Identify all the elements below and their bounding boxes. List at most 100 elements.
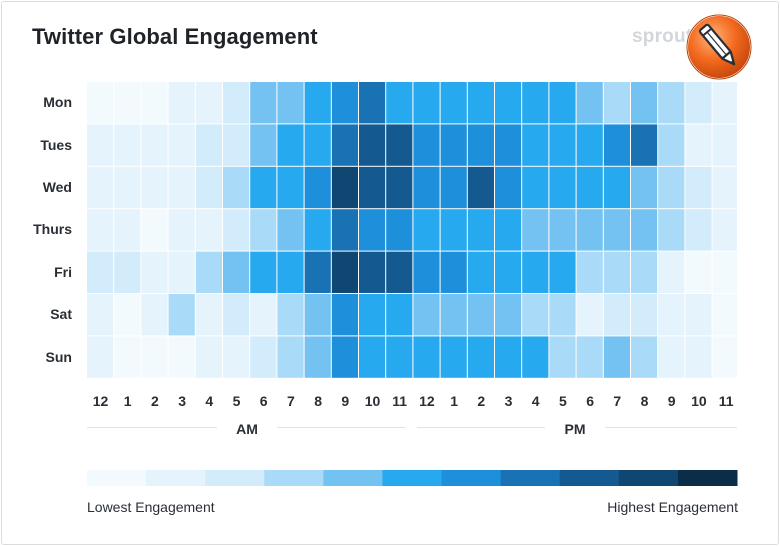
heatmap-cell-thurs-0: [87, 209, 114, 251]
row-label-wed: Wed: [42, 179, 72, 195]
brand-logo-text: sprout: [632, 26, 693, 47]
legend-swatch-3: [264, 470, 324, 486]
heatmap-cell-fri-5: [223, 251, 250, 293]
heatmap-cell-sun-3: [168, 336, 195, 378]
heatmap-cell-sun-7: [277, 336, 304, 378]
am-label: AM: [217, 421, 277, 437]
heatmap-cell-mon-15: [495, 82, 522, 124]
heatmap-cell-sat-4: [195, 294, 222, 336]
heatmap-cell-wed-21: [658, 166, 685, 209]
heatmap-cell-mon-17: [549, 82, 576, 124]
heatmap-cell-sat-1: [114, 294, 141, 336]
heatmap-cell-sun-1: [114, 336, 141, 378]
legend-swatch-5: [382, 470, 443, 486]
heatmap-cell-sun-5: [223, 336, 250, 378]
heatmap-cell-wed-1: [114, 166, 141, 209]
heatmap-cell-sat-22: [685, 294, 712, 336]
row-label-mon: Mon: [43, 94, 72, 111]
pencil-edit-icon[interactable]: [684, 12, 754, 82]
heatmap-cell-thurs-21: [658, 209, 685, 251]
heatmap-cell-sat-20: [631, 294, 658, 336]
heatmap-cell-tues-2: [141, 124, 168, 166]
column-label-20: 8: [640, 393, 649, 409]
heatmap-cell-thurs-16: [522, 209, 549, 251]
heatmap-cell-sat-16: [522, 294, 549, 336]
row-label-fri: Fri: [54, 263, 72, 280]
row-label-thurs: Thurs: [33, 221, 72, 238]
pm-label: PM: [545, 421, 605, 437]
heatmap-cell-sun-14: [467, 336, 494, 378]
heatmap-cell-mon-11: [386, 82, 413, 124]
heatmap-cell-mon-1: [114, 82, 141, 124]
column-label-4: 4: [205, 393, 214, 409]
heatmap-cell-wed-13: [440, 166, 467, 209]
heatmap-cell-tues-14: [467, 124, 494, 166]
heatmap-cell-thurs-13: [440, 209, 467, 251]
heatmap-cell-mon-8: [304, 82, 331, 124]
heatmap-cell-sun-16: [522, 336, 549, 378]
heatmap-cell-fri-23: [712, 251, 737, 293]
heatmap-cell-sat-0: [87, 294, 114, 336]
heatmap-cell-tues-20: [631, 124, 658, 166]
heatmap-cell-sun-6: [250, 336, 277, 378]
heatmap-cell-thurs-11: [386, 209, 413, 251]
heatmap-cell-sat-18: [576, 294, 603, 336]
heatmap-cell-sun-0: [87, 336, 114, 378]
heatmap-cell-thurs-9: [331, 209, 358, 251]
heatmap-cell-sat-2: [141, 294, 168, 336]
heatmap-cell-mon-20: [631, 82, 658, 124]
heatmap-cell-sat-10: [359, 294, 386, 336]
heatmap-cell-sat-8: [304, 294, 331, 336]
column-label-14: 2: [477, 393, 486, 409]
heatmap-cell-fri-18: [576, 251, 603, 293]
heatmap-cell-tues-13: [440, 124, 467, 166]
heatmap-cell-tues-19: [603, 124, 630, 166]
heatmap-cell-wed-11: [386, 166, 413, 209]
heatmap-cell-sat-3: [168, 294, 195, 336]
heatmap-cell-tues-5: [223, 124, 250, 166]
row-label-sun: Sun: [45, 348, 72, 365]
heatmap-cell-thurs-2: [141, 209, 168, 251]
heatmap-cell-fri-0: [87, 251, 114, 293]
heatmap-cell-thurs-1: [114, 209, 141, 251]
heatmap-cell-fri-16: [522, 251, 549, 293]
heatmap-cell-mon-21: [658, 82, 685, 124]
heatmap-cell-thurs-20: [631, 209, 658, 251]
column-label-2: 2: [150, 393, 159, 409]
heatmap-cell-sun-21: [658, 336, 685, 378]
heatmap-cell-fri-22: [685, 251, 712, 293]
heatmap-cell-tues-0: [87, 124, 114, 166]
heatmap-cell-mon-23: [712, 82, 737, 124]
heatmap-cell-tues-7: [277, 124, 304, 166]
column-label-23: 11: [718, 393, 734, 409]
heatmap-cell-sat-13: [440, 294, 467, 336]
heatmap-cell-sun-17: [549, 336, 576, 378]
heatmap-cell-mon-4: [195, 82, 222, 124]
column-label-7: 7: [286, 393, 295, 409]
row-label-tues: Tues: [40, 136, 72, 153]
heatmap-cell-fri-21: [658, 251, 685, 293]
heatmap-cell-fri-3: [168, 251, 195, 293]
heatmap-cell-thurs-4: [195, 209, 222, 251]
legend-swatch-8: [559, 470, 620, 486]
heatmap-cell-wed-9: [331, 166, 358, 209]
heatmap-cell-fri-4: [195, 251, 222, 293]
heatmap-cell-sun-22: [685, 336, 712, 378]
heatmap-cell-sun-9: [331, 336, 358, 378]
heatmap-cell-wed-23: [712, 166, 737, 209]
heatmap-cell-sun-2: [141, 336, 168, 378]
heatmap-cell-tues-15: [495, 124, 522, 166]
heatmap-cell-mon-0: [87, 82, 114, 124]
heatmap-cell-wed-2: [141, 166, 168, 209]
legend-swatch-1: [146, 470, 206, 486]
heatmap-cell-thurs-18: [576, 209, 603, 251]
heatmap-cell-sat-6: [250, 294, 277, 336]
heatmap-cell-wed-6: [250, 166, 277, 209]
column-label-13: 1: [450, 393, 458, 409]
heatmap-cell-mon-9: [331, 82, 358, 124]
heatmap-cell-thurs-5: [223, 209, 250, 251]
heatmap-cell-fri-19: [603, 251, 630, 293]
column-label-9: 9: [341, 393, 350, 409]
heatmap-cell-mon-19: [603, 82, 630, 124]
heatmap-cell-tues-8: [304, 124, 331, 166]
